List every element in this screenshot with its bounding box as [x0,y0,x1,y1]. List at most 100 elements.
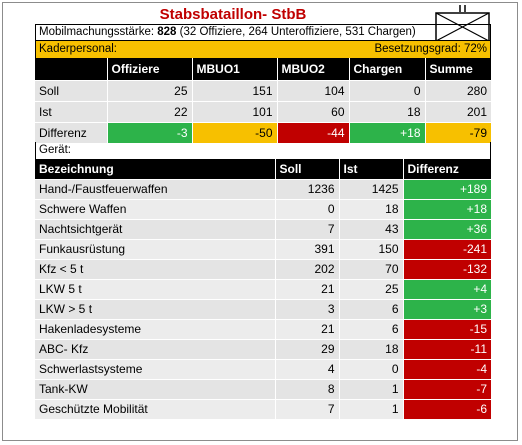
table-cell: 104 [276,80,349,102]
diff-cell: -50 [191,122,277,143]
diff-cell: +18 [348,122,425,143]
table-row: Hand-/Faustfeuerwaffen 1236 1425 +189 [35,179,491,200]
diff-cell: -3 [106,122,192,143]
geraet-header-cell: Differenz [402,159,491,180]
table-cell: 201 [424,101,491,123]
table-cell: 25 [106,80,192,102]
diff-cell: -11 [402,339,491,360]
row-label: Soll [35,80,107,102]
item-name: Kfz < 5 t [35,259,275,280]
ist-cell: 0 [338,359,403,380]
ist-cell: 18 [338,339,403,360]
soll-cell: 1236 [274,179,339,200]
ist-cell: 70 [338,259,403,280]
page-title: Stabsbataillon- StbB [159,6,307,23]
personal-row-differenz: Differenz -3 -50 -44 +18 -79 [35,122,491,143]
soll-cell: 4 [274,359,339,380]
personal-header-cell: Chargen [348,58,425,81]
table-cell: 18 [348,101,425,123]
personal-header-cell [35,58,107,81]
soll-cell: 391 [274,239,339,260]
geraet-header-cell: Ist [338,159,403,180]
diff-cell: -79 [424,122,491,143]
geraet-table: Bezeichnung Soll Ist Differenz Hand-/Fau… [35,159,491,419]
personal-header-cell: MBUO2 [276,58,349,81]
diff-cell: -6 [402,399,491,419]
military-unit-symbol-icon [435,5,490,42]
personal-row-ist: Ist 22 101 60 18 201 [35,101,491,123]
diff-cell: -7 [402,379,491,400]
diff-cell: -44 [276,122,349,143]
table-row: LKW > 5 t 3 6 +3 [35,299,491,320]
table-cell: 151 [191,80,277,102]
table-row: Nachtsichtgerät 7 43 +36 [35,219,491,240]
soll-cell: 7 [274,219,339,240]
personal-header-cell: Summe [424,58,491,81]
table-row: Schwere Waffen 0 18 +18 [35,199,491,220]
geraet-label: Gerät: [35,142,491,159]
item-name: Hakenladesysteme [35,319,275,340]
soll-cell: 7 [274,399,339,419]
soll-cell: 3 [274,299,339,320]
table-row: Kfz < 5 t 202 70 -132 [35,259,491,280]
kader-bar: Kaderpersonal: Besetzungsgrad: 72% [35,41,491,58]
table-cell: 0 [348,80,425,102]
row-label: Differenz [35,122,107,143]
mobilmachung-line: Mobilmachungsstärke: 828 (32 Offiziere, … [35,24,491,41]
besetzungsgrad: Besetzungsgrad: 72% [374,43,487,55]
table-row: ABC- Kfz 29 18 -11 [35,339,491,360]
table-row: Funkausrüstung 391 150 -241 [35,239,491,260]
diff-cell: +4 [402,279,491,300]
ist-cell: 1 [338,399,403,419]
diff-cell: -15 [402,319,491,340]
diff-cell: -4 [402,359,491,380]
kader-label: Kaderpersonal: [39,43,117,55]
item-name: Schwerlastsysteme [35,359,275,380]
diff-cell: -241 [402,239,491,260]
diff-cell: +18 [402,199,491,220]
mobilmachung-detail: (32 Offiziere, 264 Unteroffiziere, 531 C… [179,26,416,38]
item-name: Schwere Waffen [35,199,275,220]
table-row: LKW 5 t 21 25 +4 [35,279,491,300]
geraet-header-cell: Bezeichnung [35,159,275,180]
ist-cell: 6 [338,299,403,320]
personal-header-cell: Offiziere [106,58,192,81]
soll-cell: 8 [274,379,339,400]
ist-cell: 25 [338,279,403,300]
table-row: Hakenladesysteme 21 6 -15 [35,319,491,340]
item-name: Tank-KW [35,379,275,400]
personal-header-cell: MBUO1 [191,58,277,81]
soll-cell: 202 [274,259,339,280]
ist-cell: 6 [338,319,403,340]
personal-row-soll: Soll 25 151 104 0 280 [35,80,491,102]
table-cell: 22 [106,101,192,123]
diff-cell: +189 [402,179,491,200]
soll-cell: 0 [274,199,339,220]
ist-cell: 1425 [338,179,403,200]
item-name: Geschützte Mobilität [35,399,275,419]
soll-cell: 21 [274,319,339,340]
item-name: LKW 5 t [35,279,275,300]
ist-cell: 150 [338,239,403,260]
ist-cell: 18 [338,199,403,220]
item-name: Hand-/Faustfeuerwaffen [35,179,275,200]
item-name: Funkausrüstung [35,239,275,260]
row-label: Ist [35,101,107,123]
mobilmachung-label: Mobilmachungsstärke: [39,26,155,38]
diff-cell: -132 [402,259,491,280]
ist-cell: 1 [338,379,403,400]
diff-cell: +3 [402,299,491,320]
table-row: Schwerlastsysteme 4 0 -4 [35,359,491,380]
geraet-header-cell: Soll [274,159,339,180]
diff-cell: +36 [402,219,491,240]
table-cell: 101 [191,101,277,123]
item-name: LKW > 5 t [35,299,275,320]
table-cell: 60 [276,101,349,123]
geraet-header-row: Bezeichnung Soll Ist Differenz [35,159,491,180]
personal-table: Offiziere MBUO1 MBUO2 Chargen Summe Soll… [35,58,491,143]
item-name: Nachtsichtgerät [35,219,275,240]
table-row: Tank-KW 8 1 -7 [35,379,491,400]
item-name: ABC- Kfz [35,339,275,360]
soll-cell: 29 [274,339,339,360]
table-cell: 280 [424,80,491,102]
